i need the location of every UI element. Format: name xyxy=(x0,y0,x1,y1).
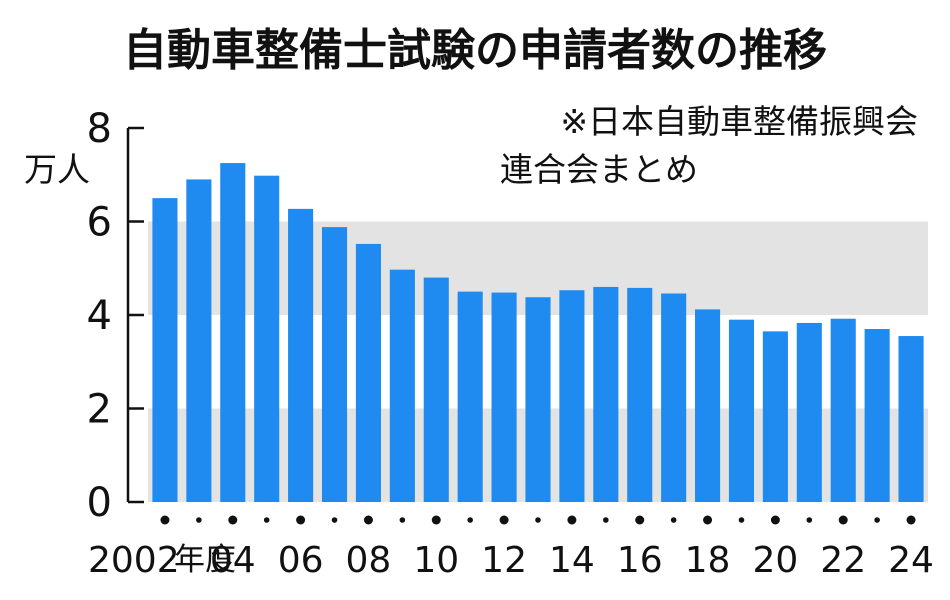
bar-2010 xyxy=(423,277,449,502)
x-tick-dot-2010 xyxy=(431,515,441,525)
x-tick-dot-2007 xyxy=(331,517,338,523)
x-tick-dot-2019 xyxy=(738,517,745,523)
x-tick-dot-2020 xyxy=(770,515,780,525)
bar-2012 xyxy=(491,292,517,502)
source-note-line-1: ※日本自動車整備振興会 xyxy=(560,102,918,141)
bars xyxy=(152,163,924,503)
bar-2003 xyxy=(186,179,212,503)
y-tick-label-4: 4 xyxy=(87,293,112,339)
x-tick-dot-2022 xyxy=(838,515,848,525)
x-tick-dot-2002 xyxy=(160,515,170,525)
x-tick-dot-2011 xyxy=(467,517,473,523)
x-tick-dot-2021 xyxy=(806,517,813,523)
x-tick-label-20: 20 xyxy=(752,540,798,581)
bar-2011 xyxy=(457,291,483,502)
bar-2006 xyxy=(288,208,314,502)
x-tick-label-16: 16 xyxy=(617,540,663,581)
x-tick-label-14: 14 xyxy=(549,540,595,581)
bar-2014 xyxy=(559,290,585,502)
y-tick-label-6: 6 xyxy=(87,200,112,246)
x-tick-dot-2016 xyxy=(635,515,645,525)
x-tick-label-12: 12 xyxy=(481,540,527,581)
bar-2015 xyxy=(593,286,619,502)
x-tick-suffix: 年度 xyxy=(174,542,236,578)
chart-title: 自動車整備士試験の申請者数の推移 xyxy=(123,25,827,76)
x-tick-dot-2013 xyxy=(535,517,541,523)
x-tick-dot-2014 xyxy=(567,515,577,525)
x-tick-label-2002: 2002 xyxy=(88,540,180,581)
x-tick-dot-2009 xyxy=(399,517,406,523)
x-tick-label-22: 22 xyxy=(820,540,866,581)
y-tick-label-2: 2 xyxy=(87,387,112,433)
x-tick-dot-2008 xyxy=(363,515,373,525)
x-tick-dot-2017 xyxy=(670,517,677,523)
source-note-line-2: 連合会まとめ xyxy=(500,150,698,189)
y-axis-unit: 万人 xyxy=(24,150,90,189)
x-tick-dot-2003 xyxy=(196,517,202,523)
bar-2016 xyxy=(627,287,653,502)
x-tick-dot-2015 xyxy=(603,517,609,523)
bar-2009 xyxy=(389,269,415,502)
x-tick-label-04: 04 xyxy=(210,540,256,581)
x-tick-label-10: 10 xyxy=(413,540,459,581)
bar-2004 xyxy=(220,163,246,502)
y-tick-label-8: 8 xyxy=(87,106,112,152)
x-tick-dot-2012 xyxy=(499,515,509,525)
bar-2019 xyxy=(728,319,755,502)
bar-2021 xyxy=(796,322,822,502)
x-tick-label-24: 24 xyxy=(888,540,934,581)
bar-2007 xyxy=(321,227,348,503)
bar-2005 xyxy=(254,175,280,502)
y-tick-label-0: 0 xyxy=(87,480,112,526)
bar-2024 xyxy=(898,336,924,502)
bar-2020 xyxy=(762,331,788,502)
x-tick-dot-2024 xyxy=(906,515,916,525)
y-axis: 0 2 4 6 8 xyxy=(87,106,144,526)
x-tick-dot-2006 xyxy=(296,515,306,525)
bar-2008 xyxy=(355,243,381,502)
x-tick-label-08: 08 xyxy=(346,540,392,581)
x-tick-dot-2023 xyxy=(874,517,880,523)
bar-2018 xyxy=(695,309,721,502)
x-tick-label-18: 18 xyxy=(685,540,731,581)
bar-2022 xyxy=(830,318,856,502)
bar-2023 xyxy=(864,329,890,502)
x-tick-dot-2018 xyxy=(703,515,713,525)
bar-2013 xyxy=(525,297,551,502)
x-tick-label-06: 06 xyxy=(278,540,324,581)
x-tick-dot-2005 xyxy=(263,517,270,523)
bar-2017 xyxy=(661,293,687,502)
x-tick-dot-2004 xyxy=(228,515,238,525)
bar-2002 xyxy=(152,198,178,502)
